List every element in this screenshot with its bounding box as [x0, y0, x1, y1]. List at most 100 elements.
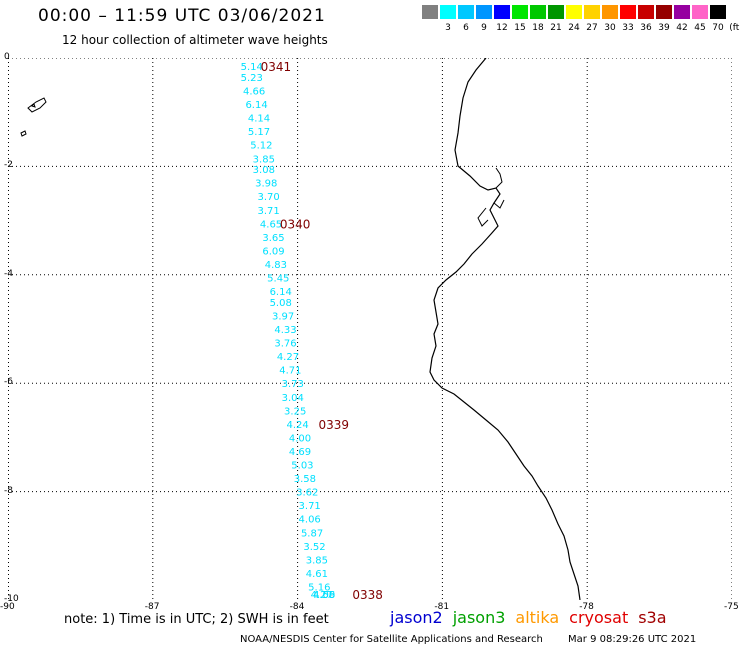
pass-time-label: 0338 [352, 588, 383, 600]
scale-label: 45 [694, 23, 706, 33]
scale-swatch [620, 5, 636, 19]
pass-time-label: 0340 [280, 217, 311, 231]
scale-swatch [476, 5, 492, 19]
wave-height-value: 4.83 [265, 260, 287, 271]
wave-height-value: 5.12 [250, 141, 272, 152]
wave-height-value: 4.59 [313, 590, 335, 600]
wave-height-value: 4.69 [289, 447, 311, 458]
wave-height-value: 3.98 [255, 179, 277, 190]
scale-label: 18 [532, 23, 544, 33]
wave-height-value: 4.71 [279, 366, 301, 377]
longitude-tick-label: -78 [579, 602, 594, 612]
wave-height-value: 6.14 [270, 287, 292, 298]
longitude-tick-label: -81 [434, 602, 450, 612]
scale-swatch [692, 5, 708, 19]
satellite-legend-item: jason2 [390, 608, 443, 627]
scale-label: 27 [586, 23, 598, 33]
wave-height-value: 3.08 [253, 165, 275, 176]
satellite-legend: jason2 jason3 altika cryosat s3a [390, 608, 677, 627]
wave-height-value: 4.06 [313, 590, 335, 600]
wave-height-value: 3.76 [274, 339, 296, 350]
wave-height-value: 3.52 [303, 542, 325, 553]
scale-label: 42 [676, 23, 688, 33]
wave-height-value: 4.06 [299, 515, 321, 526]
longitude-tick-label: -84 [289, 602, 305, 612]
wave-height-value: 5.03 [291, 461, 313, 472]
footer-timestamp: Mar 9 08:29:26 UTC 2021 [568, 634, 697, 645]
scale-label: 36 [640, 23, 652, 33]
satellite-legend-item: cryosat [569, 608, 629, 627]
wave-height-value: 5.87 [301, 528, 323, 539]
page-title: 00:00 – 11:59 UTC 03/06/2021 [38, 6, 326, 26]
latitude-tick-label: -6 [4, 377, 13, 388]
wave-height-value: 3.85 [253, 154, 275, 165]
wave-height-value: 6.09 [262, 246, 284, 257]
scale-swatch [494, 5, 510, 19]
satellite-legend-item: s3a [638, 608, 667, 627]
wave-height-value: 4.65 [260, 219, 282, 230]
wave-height-value: 4.66 [243, 87, 265, 98]
coastline-bay [477, 167, 505, 227]
scale-label: 3 [445, 23, 451, 33]
longitude-tick-label: -90 [0, 602, 15, 612]
wave-height-value: 3.04 [282, 393, 304, 404]
wave-height-value: 4.24 [286, 420, 308, 431]
wave-height-value: 5.08 [270, 298, 292, 309]
scale-swatch [710, 5, 726, 19]
scale-unit: (ft) [729, 23, 740, 33]
wave-height-value: 4.00 [289, 433, 311, 444]
wave-height-value: 3.71 [258, 206, 280, 217]
wave-height-value: 4.33 [274, 325, 296, 336]
wave-height-value: 5.14 [241, 62, 263, 73]
island-tiny [31, 103, 36, 108]
wave-height-value: 3.62 [296, 488, 318, 499]
latitude-tick-label: -8 [4, 485, 13, 496]
scale-swatch [656, 5, 672, 19]
wave-height-value: 3.97 [272, 311, 294, 322]
coastline-mainland [429, 58, 581, 600]
scale-swatch [638, 5, 654, 19]
scale-label: 21 [550, 23, 562, 33]
wave-height-value: 3.25 [284, 406, 306, 417]
wave-height-value: 4.27 [311, 590, 333, 600]
coastline [20, 58, 581, 600]
wave-height-value: 3.73 [282, 379, 304, 390]
scale-swatch [584, 5, 600, 19]
island-main [27, 97, 47, 113]
island-small [20, 130, 27, 137]
scale-label: 9 [481, 23, 487, 33]
scale-swatch [602, 5, 618, 19]
latitude-tick-label: -10 [4, 594, 19, 604]
units-note: note: 1) Time is in UTC; 2) SWH is in fe… [64, 612, 329, 627]
satellite-legend-item: altika [515, 608, 560, 627]
latitude-tick-label: 0 [4, 52, 10, 62]
lat-lon-grid [8, 58, 732, 600]
wave-height-value: 5.17 [248, 127, 270, 138]
scale-label: 12 [496, 23, 508, 33]
scale-swatch [530, 5, 546, 19]
scale-label: 30 [604, 23, 616, 33]
scale-swatch [422, 5, 438, 19]
scale-swatch [440, 5, 456, 19]
scale-swatch [566, 5, 582, 19]
footer-credit: NOAA/NESDIS Center for Satellite Applica… [240, 634, 543, 645]
footer: NOAA/NESDIS Center for Satellite Applica… [240, 634, 718, 645]
altimeter-track: 5.145.234.666.144.145.175.123.853.083.98… [241, 62, 336, 600]
wave-height-value: 3.70 [258, 192, 280, 203]
wave-height-value: 4.61 [306, 569, 328, 580]
scale-swatch [674, 5, 690, 19]
wave-height-value: 4.14 [248, 114, 270, 125]
wave-height-value: 3.71 [299, 501, 321, 512]
altimeter-map: 5.145.234.666.144.145.175.123.853.083.98… [8, 58, 732, 600]
latitude-tick-label: -2 [4, 160, 13, 171]
page-subtitle: 12 hour collection of altimeter wave hei… [62, 33, 328, 47]
wave-height-value: 5.45 [267, 274, 289, 285]
scale-swatch [548, 5, 564, 19]
scale-label: 15 [514, 23, 526, 33]
wave-height-value: 3.85 [306, 555, 328, 566]
latitude-tick-label: -4 [4, 268, 13, 279]
longitude-tick-label: -87 [144, 602, 160, 612]
satellite-legend-item: jason3 [452, 608, 506, 627]
wave-height-value: 5.16 [308, 582, 330, 593]
scale-label: 33 [622, 23, 634, 33]
